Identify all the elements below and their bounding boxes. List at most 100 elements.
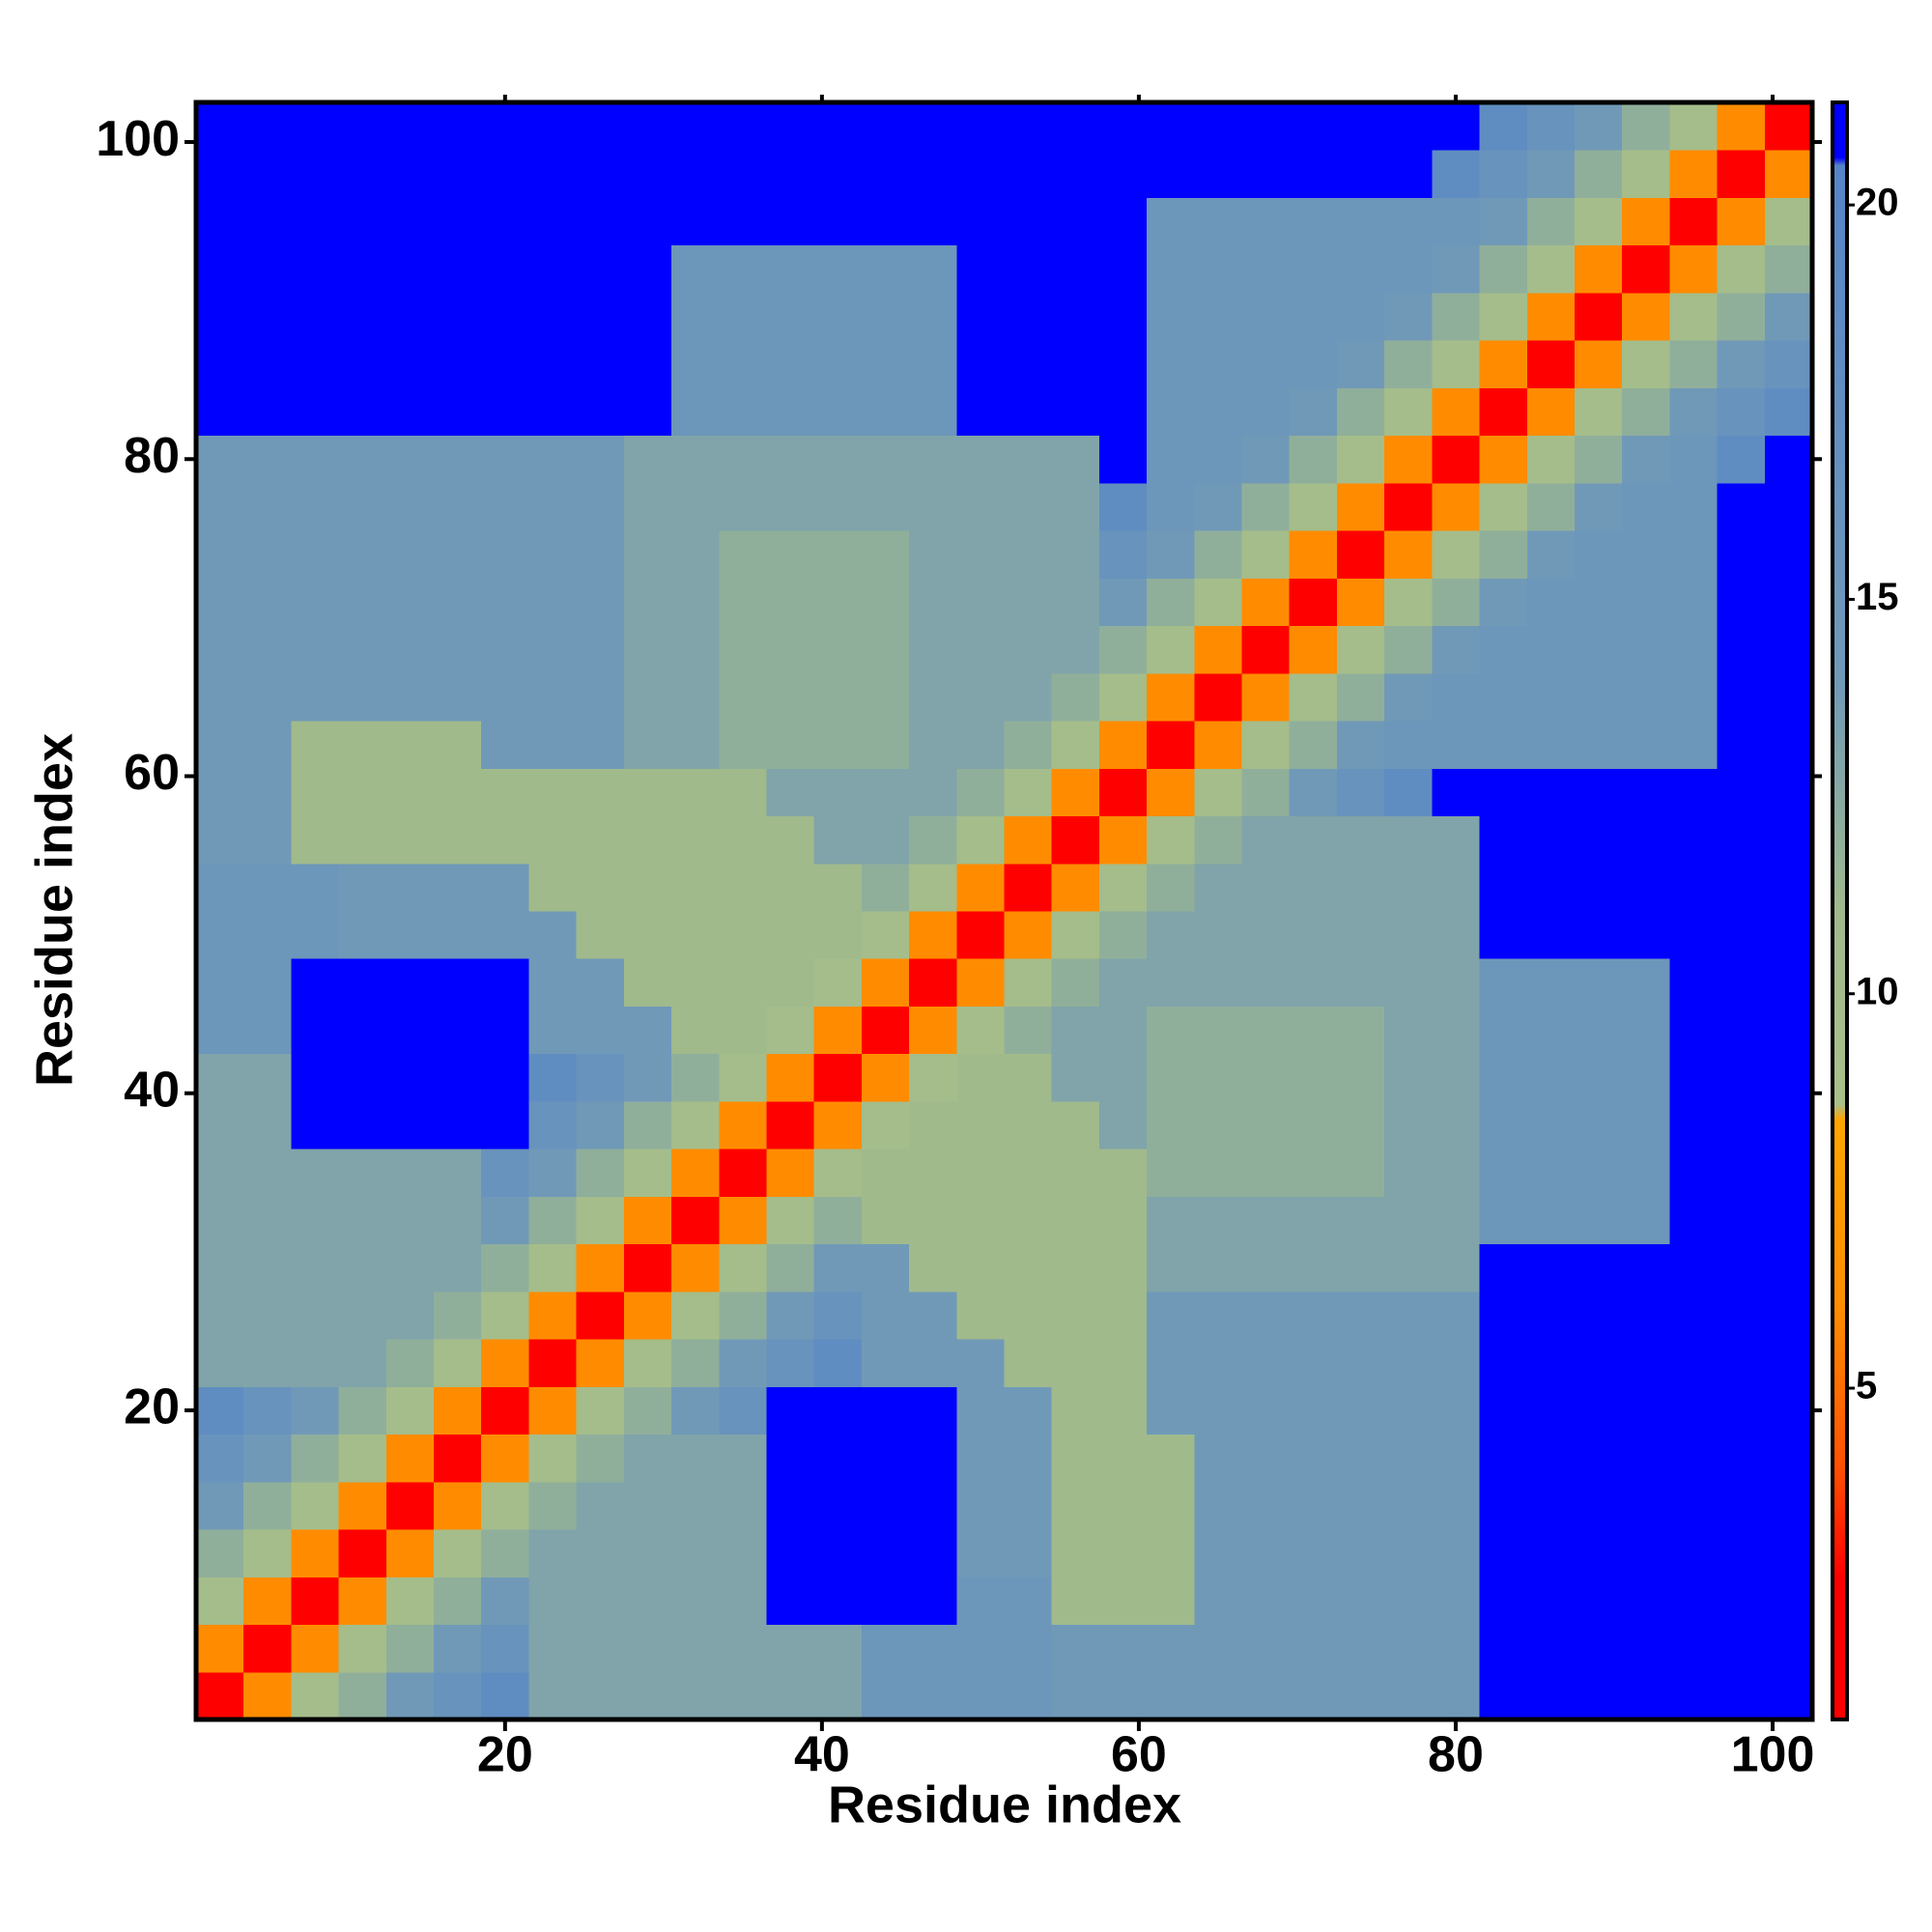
heatmap-cell <box>434 1577 482 1626</box>
heatmap-cell <box>813 1339 863 1387</box>
heatmap-cell <box>1669 958 1719 1007</box>
heatmap-cell <box>385 815 435 865</box>
heatmap-cell <box>1051 1481 1100 1530</box>
heatmap-cell <box>434 1243 482 1293</box>
heatmap-cell <box>1432 150 1481 198</box>
heatmap-cell <box>956 197 1005 246</box>
heatmap-cell <box>1194 482 1243 531</box>
heatmap-cell <box>671 102 720 151</box>
heatmap-cell <box>1147 768 1195 817</box>
heatmap-cell <box>338 1624 387 1673</box>
y-tick-label: 60 <box>124 745 180 801</box>
heatmap-cell <box>1147 815 1195 865</box>
heatmap-cell <box>813 1053 863 1102</box>
heatmap-cell <box>196 911 244 959</box>
heatmap-cell <box>1384 1671 1433 1720</box>
heatmap-cell <box>1336 1624 1385 1673</box>
heatmap-cell <box>1574 1100 1623 1150</box>
heatmap-cell <box>1194 1291 1243 1340</box>
heatmap-cell <box>338 340 387 388</box>
heatmap-cell <box>956 863 1005 912</box>
heatmap-cell <box>291 292 340 341</box>
heatmap-cell <box>1717 1100 1766 1150</box>
heatmap-cell <box>196 1671 244 1720</box>
heatmap-cell <box>1098 1053 1148 1102</box>
colorbar-tick-label: 20 <box>1856 182 1899 224</box>
heatmap-cell <box>1764 292 1813 341</box>
heatmap-cell <box>1669 721 1719 769</box>
heatmap-cell <box>481 1006 529 1055</box>
heatmap-cell <box>813 625 863 674</box>
heatmap-cell <box>719 1624 767 1673</box>
heatmap-cell <box>813 197 863 246</box>
heatmap-cell <box>1289 578 1338 627</box>
heatmap-cell <box>1764 768 1813 817</box>
heatmap-cell <box>813 150 863 198</box>
heatmap-cell <box>1194 578 1243 627</box>
heatmap-cell <box>1098 482 1148 531</box>
heatmap-cell <box>1289 1386 1338 1435</box>
heatmap-cell <box>813 911 863 959</box>
heatmap-cell <box>1336 1481 1385 1530</box>
heatmap-cell <box>1479 1671 1528 1720</box>
heatmap-cell <box>623 1339 672 1387</box>
heatmap-cell <box>1764 863 1813 912</box>
heatmap-cell <box>1194 1577 1243 1626</box>
heatmap-cell <box>196 768 244 817</box>
heatmap-cell <box>671 150 720 198</box>
heatmap-cell <box>1764 578 1813 627</box>
heatmap-cell <box>1098 1006 1148 1055</box>
heatmap-cell <box>956 768 1005 817</box>
heatmap-cell <box>956 672 1005 722</box>
heatmap-cell <box>861 1100 910 1150</box>
heatmap-cell <box>1669 1100 1719 1150</box>
heatmap-cell <box>1289 435 1338 484</box>
heatmap-cell <box>813 530 863 579</box>
heatmap-cell <box>1717 815 1766 865</box>
heatmap-cell <box>1289 625 1338 674</box>
heatmap-cell <box>434 1481 482 1530</box>
heatmap-cell <box>1622 1196 1670 1245</box>
heatmap-cell <box>623 292 672 341</box>
heatmap-cell <box>1479 1006 1528 1055</box>
heatmap-cell <box>1051 721 1100 769</box>
heatmap-cell <box>1764 1386 1813 1435</box>
heatmap-cell <box>1336 197 1385 246</box>
heatmap-cell <box>1098 292 1148 341</box>
heatmap-cell <box>481 1481 529 1530</box>
heatmap-cell <box>1289 1339 1338 1387</box>
heatmap-cell <box>576 1243 625 1293</box>
heatmap-cell <box>1669 482 1719 531</box>
heatmap-cell <box>196 1386 244 1435</box>
heatmap-cell <box>1526 625 1576 674</box>
heatmap-cell <box>1241 1339 1291 1387</box>
heatmap-cell <box>243 1100 292 1150</box>
heatmap-cell <box>1432 863 1481 912</box>
heatmap-cell <box>1717 672 1766 722</box>
heatmap-cell <box>623 1006 672 1055</box>
heatmap-cell <box>1194 1243 1243 1293</box>
heatmap-cell <box>956 340 1005 388</box>
heatmap-cell <box>1526 815 1576 865</box>
heatmap-cell <box>1384 292 1433 341</box>
heatmap-cell <box>338 721 387 769</box>
heatmap-cell <box>1004 435 1053 484</box>
heatmap-cell <box>766 1053 815 1102</box>
heatmap-cell <box>1194 958 1243 1007</box>
heatmap-cell <box>766 1577 815 1626</box>
heatmap-cell <box>434 150 482 198</box>
heatmap-cell <box>1194 1006 1243 1055</box>
heatmap-cell <box>481 1386 529 1435</box>
heatmap-cell <box>1051 1243 1100 1293</box>
heatmap-cell <box>956 1196 1005 1245</box>
heatmap-cell <box>1432 244 1481 294</box>
heatmap-cell <box>385 768 435 817</box>
heatmap-cell <box>1147 958 1195 1007</box>
heatmap-cell <box>291 197 340 246</box>
heatmap-cell <box>1574 1149 1623 1197</box>
heatmap-cell <box>956 1481 1005 1530</box>
heatmap-cell <box>909 1577 957 1626</box>
heatmap-cell <box>385 482 435 531</box>
heatmap-cell <box>1669 1006 1719 1055</box>
heatmap-cell <box>909 1291 957 1340</box>
